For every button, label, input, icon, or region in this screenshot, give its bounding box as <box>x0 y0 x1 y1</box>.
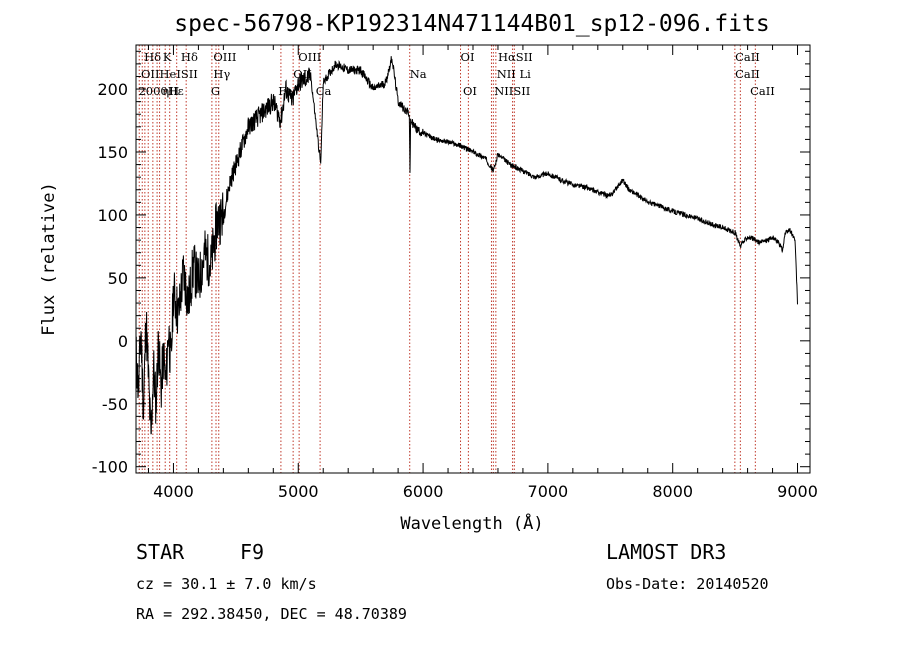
y-tick-label: 100 <box>97 206 128 225</box>
line-label: OI <box>461 50 475 64</box>
line-label: CaII <box>735 50 760 64</box>
line-label: CaII <box>735 67 760 81</box>
class-label: STAR <box>136 540 185 564</box>
y-tick-label: 200 <box>97 80 128 99</box>
y-axis-label: Flux (relative) <box>39 182 59 336</box>
y-tick-label: -50 <box>102 395 128 414</box>
line-label: Ca <box>316 84 332 98</box>
x-tick-label: 9000 <box>777 482 818 501</box>
line-label: CaII <box>750 84 775 98</box>
line-label: HαSII <box>498 50 533 64</box>
x-tick-label: 5000 <box>278 482 319 501</box>
y-tick-label: 150 <box>97 143 128 162</box>
plot-frame <box>135 44 811 474</box>
line-label: OIII <box>298 50 321 64</box>
y-tick-label: 50 <box>108 269 128 288</box>
subclass-label: F9 <box>240 540 264 564</box>
obs-date-label: Obs-Date: 20140520 <box>606 575 769 593</box>
chart-title: spec-56798-KP192314N471144B01_sp12-096.f… <box>174 11 769 37</box>
y-tick-label: -100 <box>92 458 128 477</box>
line-label: OI <box>463 84 477 98</box>
survey-label: LAMOST DR3 <box>606 540 726 564</box>
y-tick-label: 0 <box>118 332 128 351</box>
line-label: OIIHeISII <box>141 67 198 81</box>
coords-label: RA = 292.38450, DEC = 48.70389 <box>136 605 407 623</box>
line-label: Hδ <box>144 50 161 64</box>
spectrum-series <box>135 56 798 435</box>
x-tick-label: 4000 <box>153 482 194 501</box>
line-label: 2000Hε <box>138 84 183 98</box>
x-tick-label: 7000 <box>528 482 569 501</box>
line-label: Na <box>410 67 427 81</box>
x-axis-label: Wavelength (Å) <box>400 512 543 534</box>
line-label: NII Li <box>497 67 531 81</box>
line-label: K <box>163 50 172 64</box>
redshift-label: cz = 30.1 ± 7.0 km/s <box>136 575 317 593</box>
spectrum-line <box>135 56 798 435</box>
y-axis-ticks: -100 -50 0 50 100 150 200 <box>92 50 810 477</box>
x-axis-ticks: 4000 5000 6000 7000 8000 9000 <box>147 45 818 501</box>
line-label: ηH <box>162 84 179 98</box>
x-tick-label: 8000 <box>652 482 693 501</box>
x-tick-label: 6000 <box>403 482 444 501</box>
line-label: Hγ <box>213 67 230 81</box>
line-label: G <box>211 84 220 98</box>
line-markers <box>138 45 756 473</box>
line-label: Hδ <box>181 50 198 64</box>
line-label: NIISII <box>494 84 530 98</box>
line-label: OIII <box>213 50 236 64</box>
